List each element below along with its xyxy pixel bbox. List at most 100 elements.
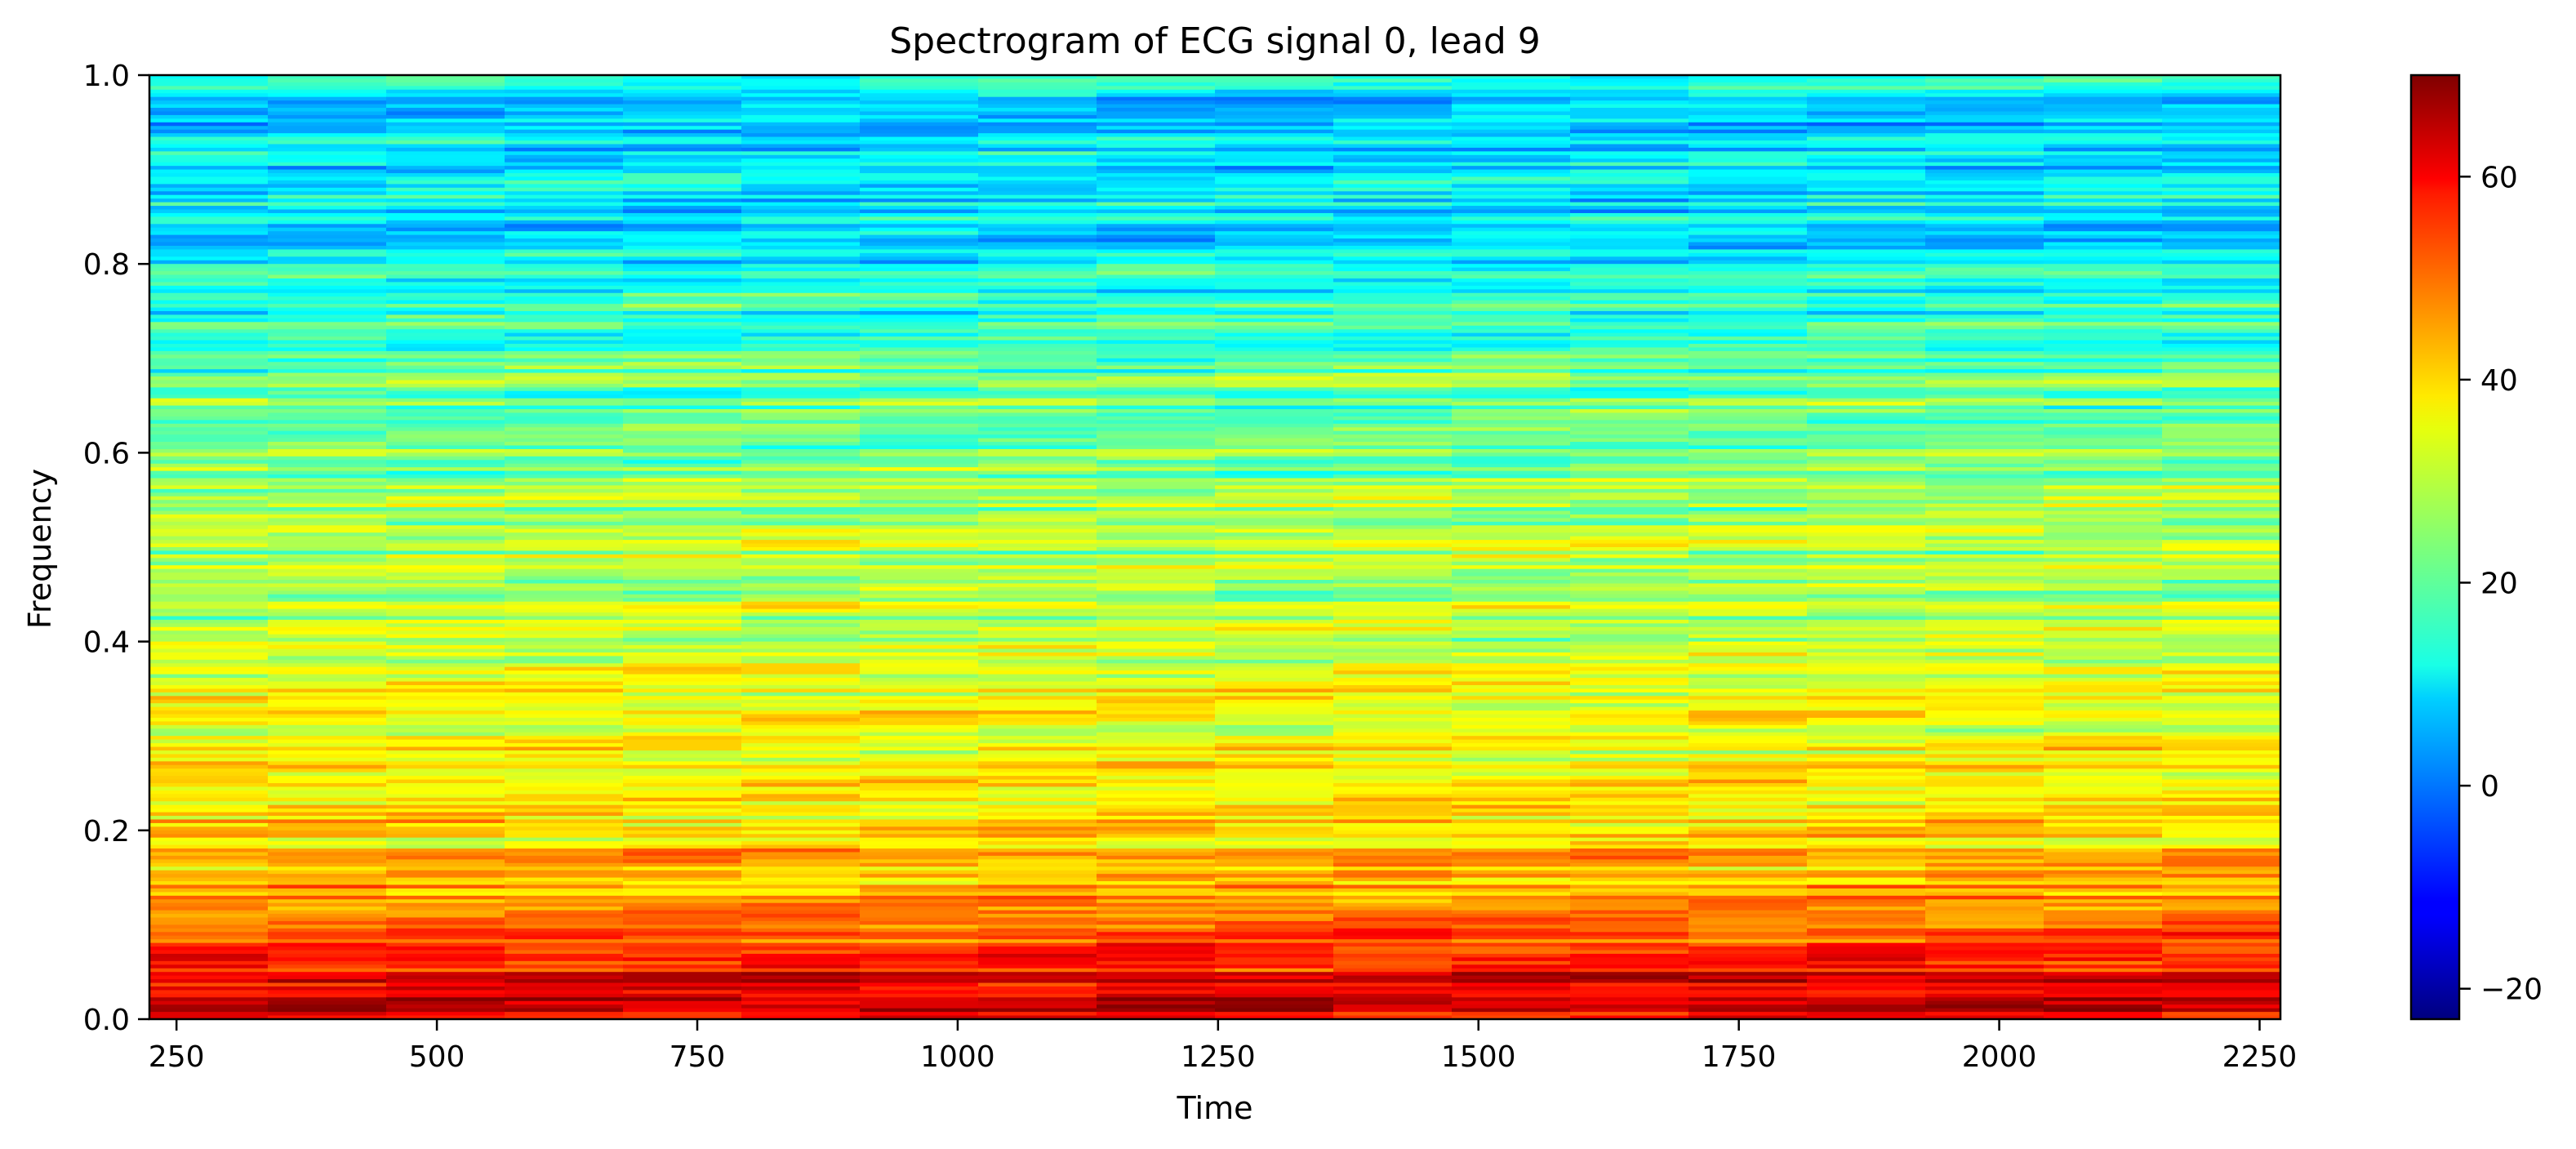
heatmap-cell [1097, 180, 1216, 185]
heatmap-cell [2044, 350, 2163, 355]
heatmap-cell [2044, 133, 2163, 138]
heatmap-cell [268, 772, 387, 777]
heatmap-cell [1807, 340, 1926, 345]
heatmap-cell [386, 402, 505, 407]
heatmap-cell [268, 543, 387, 548]
heatmap-cell [1452, 434, 1571, 439]
heatmap-cell [1925, 383, 2044, 388]
heatmap-cell [623, 126, 742, 131]
heatmap-cell [1452, 231, 1571, 236]
heatmap-cell [1570, 311, 1689, 316]
y-tick-label: 0.2 [83, 815, 130, 848]
heatmap-cell [2162, 576, 2280, 581]
heatmap-cell [1097, 739, 1216, 744]
heatmap-cell [860, 601, 979, 606]
heatmap-cell [386, 692, 505, 697]
heatmap-cell [268, 852, 387, 857]
heatmap-cell [2162, 460, 2280, 465]
heatmap-cell [1570, 430, 1689, 435]
heatmap-cell [1807, 982, 1926, 987]
heatmap-cell [741, 136, 861, 141]
heatmap-cell [741, 75, 861, 80]
heatmap-cell [2162, 173, 2280, 178]
heatmap-cell [1570, 982, 1689, 987]
heatmap-cell [505, 496, 624, 501]
heatmap-cell [1688, 383, 1808, 388]
heatmap-cell [268, 841, 387, 846]
heatmap-cell [268, 114, 387, 119]
heatmap-cell [1570, 892, 1689, 897]
heatmap-cell [978, 478, 1097, 483]
heatmap-cell [1925, 616, 2044, 621]
heatmap-cell [1570, 612, 1689, 617]
heatmap-cell [1807, 710, 1926, 715]
heatmap-cell [978, 325, 1097, 330]
heatmap-cell [623, 942, 742, 947]
heatmap-cell [1925, 750, 2044, 755]
heatmap-cell [505, 881, 624, 886]
heatmap-cell [386, 285, 505, 290]
heatmap-cell [268, 776, 387, 781]
heatmap-cell [1097, 939, 1216, 944]
heatmap-cell [1333, 580, 1453, 585]
heatmap-cell [741, 423, 861, 428]
heatmap-cell [1215, 390, 1334, 395]
heatmap-cell [1688, 82, 1808, 87]
heatmap-cell [978, 296, 1097, 301]
heatmap-cell [1688, 394, 1808, 399]
heatmap-cell [2162, 442, 2280, 447]
heatmap-cell [741, 960, 861, 965]
heatmap-cell [1688, 739, 1808, 744]
heatmap-cell [386, 819, 505, 824]
heatmap-cell [1688, 855, 1808, 860]
heatmap-cell [268, 158, 387, 163]
heatmap-cell [386, 227, 505, 232]
heatmap-cell [1452, 256, 1571, 261]
heatmap-cell [1807, 271, 1926, 276]
heatmap-cell [1215, 93, 1334, 98]
heatmap-cell [1452, 176, 1571, 181]
heatmap-cell [1570, 329, 1689, 334]
heatmap-cell [2162, 605, 2280, 610]
heatmap-cell [741, 122, 861, 127]
heatmap-cell [978, 344, 1097, 349]
heatmap-cell [741, 732, 861, 737]
heatmap-cell [623, 434, 742, 439]
heatmap-cell [1688, 354, 1808, 359]
heatmap-cell [1333, 808, 1453, 813]
heatmap-cell [1925, 844, 2044, 849]
heatmap-cell [1925, 859, 2044, 864]
heatmap-cell [1925, 82, 2044, 87]
heatmap-cell [1807, 852, 1926, 857]
heatmap-cell [1925, 946, 2044, 951]
heatmap-cell [2162, 394, 2280, 399]
heatmap-cell [1688, 104, 1808, 109]
heatmap-cell [2162, 598, 2280, 603]
heatmap-cell [1333, 822, 1453, 827]
heatmap-cell [623, 507, 742, 512]
heatmap-cell [2162, 674, 2280, 679]
heatmap-cell [505, 888, 624, 893]
heatmap-cell [623, 848, 742, 853]
heatmap-cell [149, 292, 269, 297]
heatmap-cell [623, 626, 742, 631]
heatmap-cell [1452, 209, 1571, 214]
heatmap-cell [623, 790, 742, 795]
heatmap-cell [2162, 706, 2280, 711]
heatmap-cell [978, 369, 1097, 374]
heatmap-cell [1097, 590, 1216, 595]
heatmap-cell [1688, 986, 1808, 991]
heatmap-cell [741, 932, 861, 937]
heatmap-cell [1570, 362, 1689, 367]
heatmap-cell [860, 812, 979, 817]
heatmap-cell [268, 264, 387, 269]
heatmap-cell [386, 706, 505, 711]
heatmap-cell [1452, 957, 1571, 962]
heatmap-cell [623, 184, 742, 189]
heatmap-cell [1570, 888, 1689, 893]
heatmap-cell [1925, 608, 2044, 613]
heatmap-cell [149, 866, 269, 871]
heatmap-cell [386, 822, 505, 827]
heatmap-cell [505, 282, 624, 287]
heatmap-cell [505, 227, 624, 232]
